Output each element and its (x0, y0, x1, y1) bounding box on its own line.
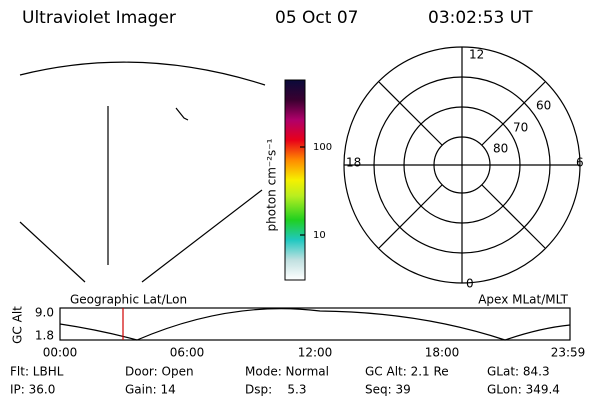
x-tick-label: 00:00 (43, 346, 78, 360)
colorbar-tick-label: 100 (313, 142, 332, 153)
polar-label: 12 (469, 48, 484, 62)
polar-label: 70 (513, 121, 528, 135)
polar-label: 60 (536, 99, 551, 113)
altitude-plot (59, 307, 571, 341)
panel-title: Apex MLat/MLT (478, 293, 568, 307)
y-tick-label: 1.8 (35, 329, 54, 343)
polar-label: 6 (576, 156, 584, 170)
polar-label: 0 (466, 277, 474, 291)
footer-field: IP: 36.0 (10, 383, 55, 397)
x-tick-label: 23:59 (551, 346, 586, 360)
title: Ultraviolet Imager (22, 8, 176, 28)
footer-field: Seq: 39 (365, 383, 411, 397)
footer-field: Door: Open (125, 365, 194, 379)
footer-field: Gain: 14 (125, 383, 176, 397)
time: 03:02:53 UT (428, 8, 533, 28)
y-tick-label: 9.0 (35, 306, 54, 320)
y-axis-label: GC Alt (11, 306, 25, 344)
panel-title: Geographic Lat/Lon (70, 293, 187, 307)
x-tick-label: 12:00 (298, 346, 333, 360)
footer-field: GLat: 84.3 (487, 365, 550, 379)
x-tick-label: 06:00 (170, 346, 205, 360)
colorbar-tick-label: 10 (313, 230, 326, 241)
geographic-map (19, 61, 266, 283)
colorbar (284, 79, 306, 281)
polar-grid (343, 46, 581, 284)
polar-label: 18 (346, 156, 361, 170)
polar-label: 80 (493, 142, 508, 156)
footer-field: GC Alt: 2.1 Re (365, 365, 449, 379)
footer-field: GLon: 349.4 (487, 383, 560, 397)
colorbar-label: photon cm⁻²s⁻¹ (265, 138, 279, 231)
footer-field: Flt: LBHL (10, 365, 64, 379)
footer-field: Mode: Normal (245, 365, 329, 379)
footer-field: Dsp: 5.3 (245, 383, 307, 397)
date: 05 Oct 07 (275, 8, 358, 28)
footer: Flt: LBHL Door: Open Mode: Normal GC Alt: 2… (10, 365, 560, 397)
x-tick-label: 18:00 (425, 346, 460, 360)
